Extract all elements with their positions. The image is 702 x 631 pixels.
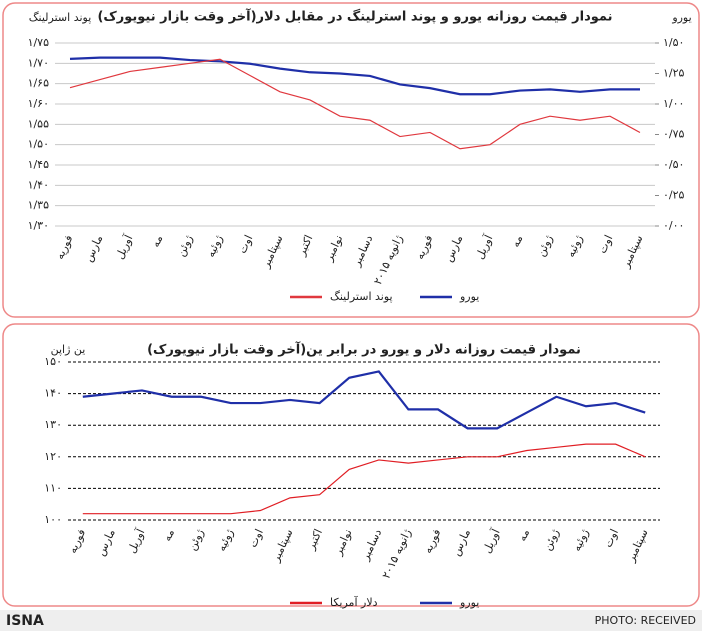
x-tick-label: اوت [236, 233, 256, 255]
y-tick-label: ۱/۳۰ [28, 219, 49, 232]
legend-label: پوند استرلینگ [330, 290, 393, 303]
x-tick-label: فوریه [413, 233, 435, 261]
x-tick-label: اکتبر [294, 233, 315, 258]
x-tick-label: مه [515, 527, 532, 543]
y-tick-label: ۱۳۰ [44, 418, 62, 431]
x-tick-label: آوریل [479, 526, 503, 555]
y-tick-label: ۱/۷۵ [28, 36, 50, 49]
x-tick-label: فوریه [53, 233, 75, 261]
x-tick-label: مه [160, 527, 177, 543]
photo-credit: PHOTO: RECEIVED [595, 614, 696, 627]
y2-axis-label: یورو [671, 11, 691, 24]
y-tick-label: ۱۴۰ [44, 387, 62, 400]
x-tick-label: مه [509, 233, 526, 249]
y2-tick-label: ۱/۰۰ [663, 97, 684, 110]
y-tick-label: ۱۲۰ [44, 450, 62, 463]
x-tick-label: مارس [449, 527, 473, 558]
x-tick-label: آوریل [472, 232, 496, 261]
x-tick-label: فوریه [421, 527, 443, 555]
y2-tick-label: ۰/۷۵ [663, 128, 685, 141]
x-tick-label: آوریل [124, 526, 148, 555]
x-tick-label: اوت [596, 233, 616, 255]
x-tick-label: ژوئیه [215, 527, 236, 553]
y-tick-label: ۱/۶۵ [28, 77, 50, 90]
x-tick-label: ژوئیه [564, 233, 585, 259]
x-tick-label: اوت [246, 527, 266, 549]
x-tick-label: مه [149, 233, 166, 249]
legend-label: یورو [459, 290, 479, 303]
x-tick-label: فوریه [66, 527, 88, 555]
legend-label: یورو [459, 596, 479, 609]
y2-tick-label: ۰/۲۵ [663, 189, 685, 202]
y-tick-label: ۱/۶۰ [28, 97, 49, 110]
x-tick-label: مارس [94, 527, 118, 558]
x-tick-label: ژوئن [186, 527, 207, 552]
x-tick-label: ژانویه ۲۰۱۵ [380, 527, 414, 581]
x-tick-label: ژوئیه [204, 233, 225, 259]
y-tick-label: ۱۱۰ [44, 481, 62, 494]
y2-tick-label: ۰/۰۰ [663, 219, 684, 232]
chart-title: نمودار قیمت روزانه دلار و یورو در برابر … [147, 341, 581, 358]
x-tick-label: ژوئن [534, 233, 555, 258]
x-tick-label: ژوئیه [570, 527, 591, 553]
y-axis-label: پوند استرلینگ [29, 11, 92, 24]
x-tick-label: اوت [601, 527, 621, 549]
legend-label: دلار آمریکا [330, 595, 378, 609]
x-tick-label: دسامبر [349, 233, 375, 269]
y-tick-label: ۱/۵۵ [28, 117, 50, 130]
y-tick-label: ۱/۳۵ [28, 199, 50, 212]
x-tick-label: ژوئن [541, 527, 562, 552]
y-tick-label: ۱/۴۵ [28, 158, 50, 171]
x-tick-label: مارس [442, 233, 466, 264]
x-tick-label: نوامبر [322, 233, 346, 264]
series-line [69, 56, 640, 96]
x-tick-label: آوریل [112, 232, 136, 261]
x-tick-label: سپتامبر [619, 233, 646, 271]
x-tick-label: نوامبر [331, 527, 355, 558]
y-axis-label: ین ژاپن [51, 343, 86, 356]
y-tick-label: ۱/۵۰ [28, 138, 49, 151]
chart-title: نمودار قیمت روزانه یورو و پوند استرلینگ … [97, 8, 612, 25]
x-tick-label: سپتامبر [259, 233, 286, 271]
y2-tick-label: ۱/۲۵ [663, 67, 685, 80]
panel-frame [2, 2, 700, 318]
x-tick-label: سپتامبر [624, 527, 651, 565]
x-tick-label: سپتامبر [269, 527, 296, 565]
agency: ISNA [6, 613, 44, 629]
series-line [82, 370, 646, 430]
y-tick-label: ۱۰۰ [44, 513, 62, 526]
x-tick-label: ژوئن [174, 233, 195, 258]
series-line [69, 58, 641, 150]
y-tick-label: ۱/۴۰ [28, 178, 49, 191]
panel-frame [2, 323, 700, 607]
y2-tick-label: ۱/۵۰ [663, 36, 684, 49]
series-line [82, 443, 646, 515]
x-tick-label: اکتبر [304, 527, 325, 552]
y-tick-label: ۱۵۰ [44, 355, 62, 368]
y-tick-label: ۱/۷۰ [28, 56, 49, 69]
x-tick-label: مارس [82, 233, 106, 264]
x-tick-label: دسامبر [358, 527, 384, 563]
y2-tick-label: ۰/۵۰ [663, 158, 684, 171]
footer-bar [0, 610, 702, 631]
x-tick-label: ژانویه ۲۰۱۵ [371, 233, 405, 287]
